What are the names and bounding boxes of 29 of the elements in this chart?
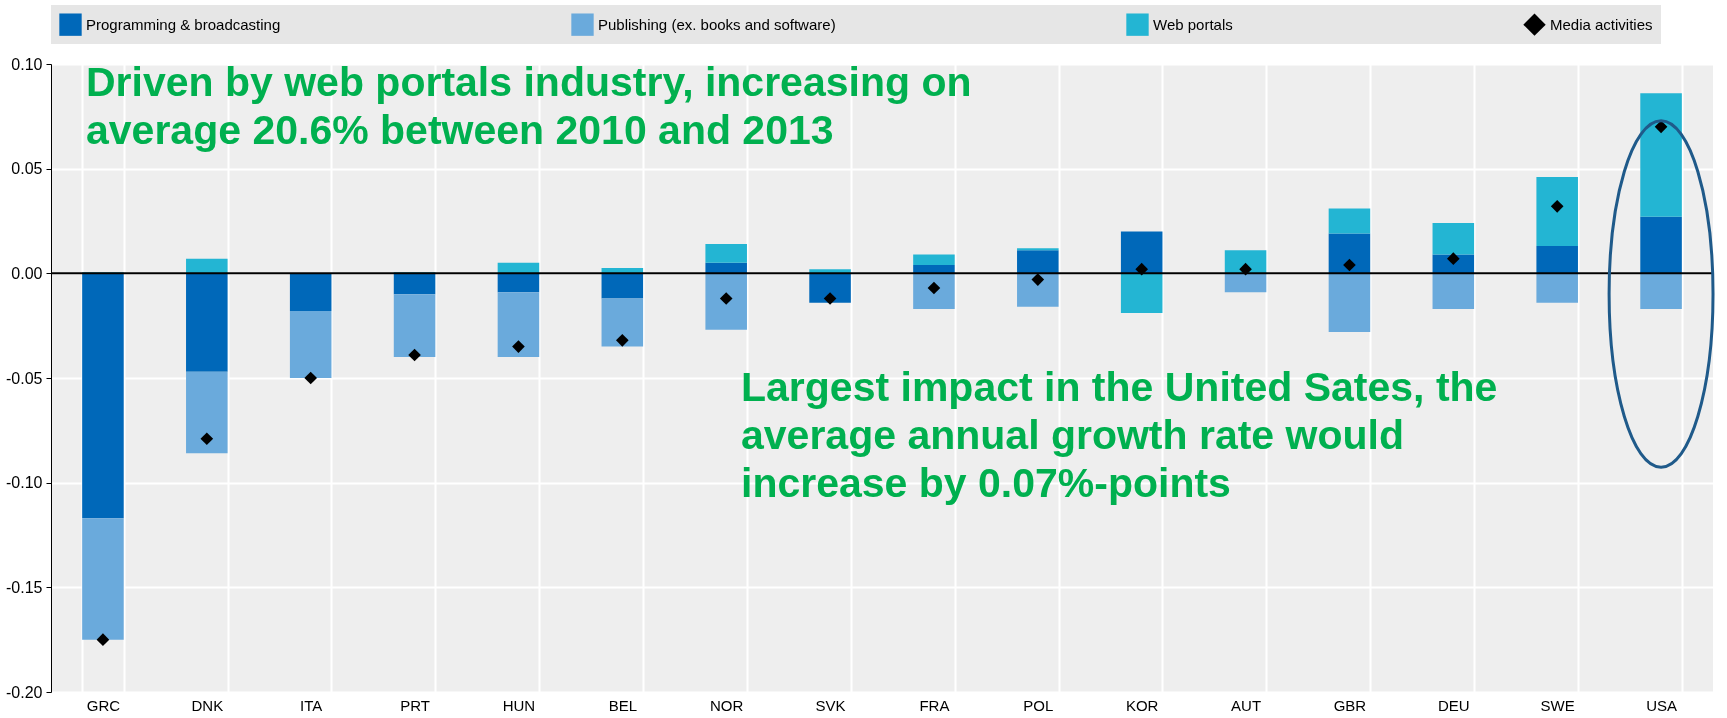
x-tick-label: SVK — [815, 696, 846, 714]
x-tick-label: FRA — [919, 696, 950, 714]
x-tick-label: GRC — [86, 696, 121, 714]
y-tick-label: -0.10 — [6, 474, 43, 492]
legend-label: Publishing (ex. books and software) — [598, 15, 836, 33]
y-tick-label: -0.05 — [6, 369, 43, 387]
legend-label: Web portals — [1153, 15, 1233, 33]
y-tick-label: 0.10 — [11, 55, 43, 73]
x-tick-label: KOR — [1125, 696, 1159, 714]
x-tick-label: HUN — [502, 696, 536, 714]
y-tick-label: 0.05 — [11, 160, 43, 178]
x-tick-label: NOR — [710, 696, 744, 714]
y-tick-label: 0.00 — [11, 264, 43, 282]
legend-label: Programming & broadcasting — [86, 15, 281, 33]
annotation: Driven by web portals industry, increasing on average 20.6% between 2010 and 2013 — [86, 59, 972, 153]
x-tick-label: GBR — [1333, 696, 1367, 714]
x-tick-label: ITA — [300, 696, 323, 714]
legend-label: Media activities — [1550, 15, 1653, 33]
annotation: Largest impact in the United Sates, the average annual growth rate would increase by 0.07%-points — [741, 364, 1498, 506]
x-tick-label: AUT — [1231, 696, 1262, 714]
x-tick-label: SWE — [1540, 696, 1575, 714]
x-tick-label: DNK — [191, 696, 224, 714]
x-tick-label: PRT — [400, 696, 430, 714]
x-tick-label: POL — [1023, 696, 1054, 714]
x-tick-label: USA — [1646, 696, 1677, 714]
x-tick-label: DEU — [1437, 696, 1470, 714]
x-tick-label: BEL — [608, 696, 637, 714]
y-tick-label: -0.15 — [6, 578, 43, 596]
y-tick-label: -0.20 — [6, 683, 43, 701]
